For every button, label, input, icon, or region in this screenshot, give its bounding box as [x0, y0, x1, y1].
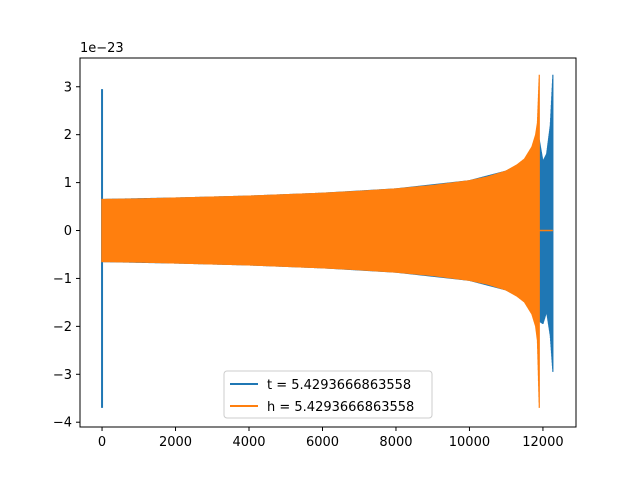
axes-frame: [79, 57, 577, 428]
y-tick-label: −1: [53, 272, 72, 287]
x-tick-label: 8000: [379, 435, 412, 450]
x-tick-label: 10000: [449, 435, 490, 450]
y-axis: −4 −3 −2 −1 0 1 2 3: [53, 80, 80, 431]
y-tick-label: 3: [64, 80, 72, 95]
x-axis: 0 2000 4000 6000 8000 10000 12000: [98, 427, 564, 450]
x-tick-label: 4000: [232, 435, 265, 450]
y-tick-label: 2: [64, 128, 72, 143]
plot-area: [101, 74, 554, 408]
x-tick-label: 6000: [306, 435, 339, 450]
y-tick-label: 1: [64, 176, 72, 191]
y-tick-label: 0: [64, 224, 72, 239]
y-tick-label: −2: [53, 320, 72, 335]
x-tick-label: 2000: [159, 435, 192, 450]
y-offset-label: 1e−23: [80, 41, 124, 56]
x-tick-label: 0: [98, 435, 106, 450]
legend-label-h: h = 5.4293666863558: [267, 400, 414, 415]
legend-label-t: t = 5.4293666863558: [267, 378, 411, 393]
x-tick-label: 12000: [522, 435, 563, 450]
y-tick-label: −4: [53, 416, 72, 431]
y-tick-label: −3: [53, 368, 72, 383]
legend-box: [223, 370, 433, 419]
legend: t = 5.4293666863558 h = 5.4293666863558: [223, 370, 433, 419]
